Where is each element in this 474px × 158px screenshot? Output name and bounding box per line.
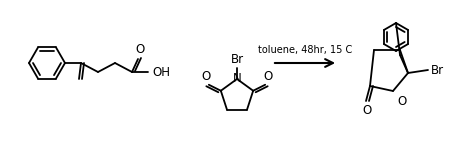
Text: O: O	[264, 70, 273, 83]
Text: O: O	[201, 70, 210, 83]
Text: O: O	[397, 95, 406, 108]
Text: toluene, 48hr, 15 C: toluene, 48hr, 15 C	[258, 45, 352, 55]
Text: OH: OH	[152, 66, 170, 79]
Text: O: O	[136, 43, 145, 56]
Text: Br: Br	[431, 64, 444, 76]
Text: O: O	[363, 104, 372, 117]
Text: N: N	[233, 73, 241, 85]
Text: Br: Br	[230, 53, 244, 66]
